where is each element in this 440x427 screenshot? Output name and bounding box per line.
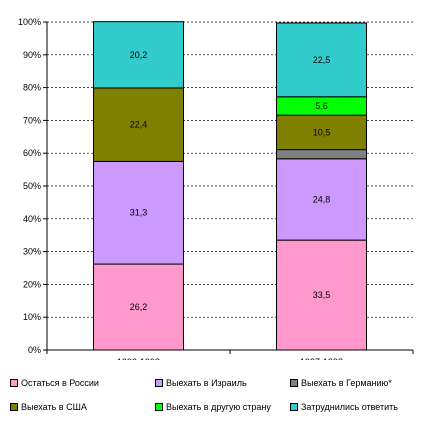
legend-label: Выехать в Германию* xyxy=(301,378,392,388)
y-tick-label: 40% xyxy=(23,214,41,224)
legend-swatch xyxy=(155,403,163,411)
data-label: 33,5 xyxy=(313,290,331,300)
data-label: 22,5 xyxy=(313,55,331,65)
legend-swatch xyxy=(10,403,18,411)
legend-swatch xyxy=(290,403,298,411)
data-label: 24,8 xyxy=(313,194,331,204)
legend-swatch xyxy=(155,379,163,387)
legend-label: Выехать в Израиль xyxy=(166,378,247,388)
legend-item-israel: Выехать в Израиль xyxy=(155,378,290,388)
legend-row: Остаться в России Выехать в Израиль Выех… xyxy=(10,375,440,391)
bar-segment xyxy=(93,263,184,351)
bar-segment xyxy=(93,21,184,89)
y-tick-label: 70% xyxy=(23,115,41,125)
y-tick-label: 30% xyxy=(23,247,41,257)
legend-label: Затруднились ответить xyxy=(301,402,398,412)
y-tick-label: 90% xyxy=(23,50,41,60)
y-tick-label: 60% xyxy=(23,148,41,158)
y-tick-label: 80% xyxy=(23,83,41,93)
data-label: 26,2 xyxy=(130,302,148,312)
bar-segment xyxy=(276,22,367,98)
y-tick-label: 50% xyxy=(23,181,41,191)
axes xyxy=(43,21,414,354)
legend-item-germany: Выехать в Германию* xyxy=(290,378,430,388)
stacked-bar-chart: 0% 10% 20% 30% 40% 50% 60% 70% 80% 90% 100% 1992-1… xyxy=(18,17,414,360)
x-tick-label: 1997-1998 xyxy=(300,357,343,360)
legend-swatch xyxy=(290,379,298,387)
bar-segment xyxy=(276,158,367,241)
data-label: 20,2 xyxy=(130,50,148,60)
legend: Остаться в России Выехать в Израиль Выех… xyxy=(10,375,440,423)
legend-item-undecided: Затруднились ответить xyxy=(290,402,430,412)
bar-segment xyxy=(93,160,184,265)
legend-label: Выехать в другую страну xyxy=(166,402,271,412)
legend-swatch xyxy=(10,379,18,387)
y-tick-label: 100% xyxy=(18,17,41,27)
y-tick-label: 20% xyxy=(23,279,41,289)
y-tick-label: 10% xyxy=(23,312,41,322)
data-label: 5,6 xyxy=(315,101,328,111)
bar-segment xyxy=(276,239,367,351)
bar-segment xyxy=(93,87,184,162)
legend-item-stay-russia: Остаться в России xyxy=(10,378,155,388)
x-tick-label: 1992-1993 xyxy=(117,357,160,360)
y-tick-label: 0% xyxy=(28,345,41,355)
legend-label: Остаться в России xyxy=(21,378,99,388)
legend-row: Выехать в США Выехать в другую страну За… xyxy=(10,399,440,415)
data-label: 31,3 xyxy=(130,208,148,218)
data-label: 22,4 xyxy=(130,120,148,130)
x-tick-labels: 1992-1993 1997-1998 xyxy=(117,357,343,360)
data-labels: 26,2 31,3 22,4 20,2 33,5 24,8 10,5 5,6 22,5 xyxy=(130,50,331,312)
bar-segment xyxy=(276,149,367,160)
legend-item-usa: Выехать в США xyxy=(10,402,155,412)
data-label: 10,5 xyxy=(313,127,331,137)
bars xyxy=(93,21,367,351)
y-tick-labels: 0% 10% 20% 30% 40% 50% 60% 70% 80% 90% 100% xyxy=(18,17,41,355)
legend-label: Выехать в США xyxy=(21,402,87,412)
legend-item-other-country: Выехать в другую страну xyxy=(155,402,290,412)
